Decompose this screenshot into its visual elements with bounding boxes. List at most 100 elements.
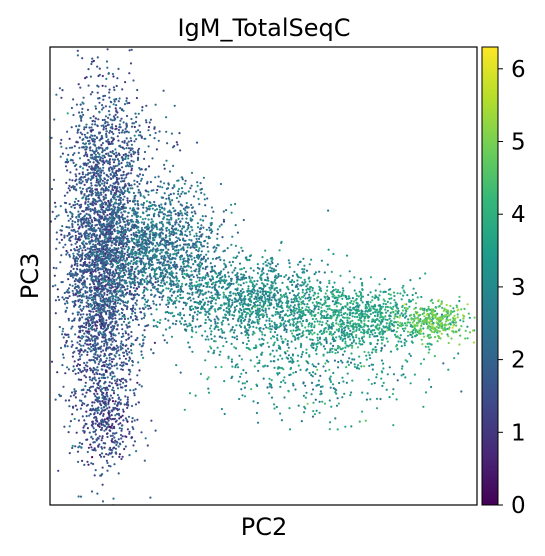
- scatter-point: [133, 277, 136, 280]
- scatter-point: [149, 496, 152, 499]
- scatter-point: [78, 268, 81, 271]
- scatter-point: [182, 290, 185, 293]
- scatter-point: [123, 220, 126, 223]
- scatter-point: [84, 395, 87, 398]
- scatter-point: [195, 141, 199, 144]
- scatter-point: [115, 127, 118, 130]
- scatter-point: [77, 495, 80, 498]
- scatter-point: [168, 277, 172, 280]
- scatter-point: [142, 307, 145, 311]
- scatter-point: [102, 253, 105, 256]
- scatter-point: [118, 239, 121, 242]
- scatter-point: [70, 29, 72, 31]
- scatter-point: [78, 245, 82, 248]
- scatter-point: [87, 265, 90, 268]
- scatter-point: [159, 180, 162, 183]
- scatter-point: [75, 364, 79, 367]
- scatter-point: [207, 275, 210, 278]
- scatter-point: [128, 199, 132, 203]
- scatter-point: [110, 130, 114, 134]
- scatter-point: [198, 300, 202, 303]
- scatter-point: [179, 287, 182, 290]
- scatter-point: [181, 217, 184, 220]
- scatter-point: [154, 429, 157, 432]
- scatter-point: [105, 152, 108, 155]
- scatter-point: [130, 167, 133, 170]
- scatter-point: [219, 182, 222, 186]
- scatter-point: [113, 312, 116, 315]
- scatter-point: [253, 280, 256, 283]
- scatter-point: [169, 261, 172, 264]
- scatter-point: [89, 324, 92, 327]
- scatter-point: [51, 285, 55, 288]
- scatter-point: [200, 250, 203, 253]
- scatter-point: [124, 385, 127, 388]
- scatter-point: [81, 324, 84, 327]
- scatter-point: [143, 294, 146, 297]
- scatter-point: [94, 323, 97, 326]
- scatter-point: [86, 234, 89, 237]
- scatter-point: [124, 245, 128, 248]
- scatter-point: [170, 218, 173, 221]
- scatter-point: [164, 240, 167, 243]
- scatter-point: [82, 388, 85, 391]
- scatter-point: [162, 277, 165, 280]
- scatter-point: [113, 402, 116, 405]
- scatter-point: [73, 368, 76, 371]
- scatter-point: [155, 308, 158, 311]
- scatter-point: [96, 91, 99, 94]
- scatter-point: [94, 321, 97, 324]
- scatter-point: [54, 398, 57, 401]
- scatter-point: [148, 246, 151, 249]
- scatter-point: [127, 267, 130, 270]
- scatter-point: [81, 253, 84, 256]
- scatter-point: [93, 328, 96, 331]
- scatter-point: [74, 230, 77, 234]
- scatter-point: [100, 368, 103, 371]
- scatter-point: [112, 497, 115, 500]
- scatter-point: [95, 247, 98, 250]
- scatter-point: [123, 304, 126, 307]
- scatter-point: [106, 182, 109, 185]
- scatter-point: [131, 214, 134, 217]
- scatter-point: [120, 228, 123, 231]
- scatter-point: [95, 172, 98, 175]
- scatter-point: [286, 309, 289, 312]
- scatter-point: [102, 266, 105, 269]
- scatter-point: [182, 226, 185, 229]
- scatter-point: [266, 315, 269, 318]
- scatter-point: [163, 208, 166, 211]
- scatter-point: [127, 263, 130, 267]
- scatter-point: [84, 242, 87, 245]
- scatter-point: [105, 300, 108, 303]
- scatter-point: [123, 177, 126, 180]
- scatter-point: [106, 365, 109, 369]
- scatter-point: [44, 192, 46, 194]
- scatter-point: [143, 459, 146, 462]
- scatter-point: [84, 342, 87, 345]
- scatter-point: [155, 241, 158, 244]
- scatter-point: [155, 303, 158, 306]
- scatter-point: [82, 215, 86, 218]
- scatter-point: [124, 273, 127, 276]
- scatter-point: [75, 246, 78, 249]
- scatter-point: [227, 271, 230, 274]
- scatter-point: [69, 395, 72, 398]
- scatter-point: [90, 220, 93, 223]
- scatter-point: [206, 257, 210, 260]
- scatter-point: [79, 278, 83, 282]
- scatter-point: [152, 286, 155, 289]
- scatter-point: [134, 289, 137, 293]
- scatter-point: [121, 278, 124, 281]
- scatter-point: [107, 289, 110, 292]
- scatter-point: [80, 288, 83, 291]
- scatter-point: [77, 371, 80, 375]
- scatter-point: [242, 282, 245, 285]
- scatter-point: [88, 376, 91, 379]
- scatter-point: [94, 239, 97, 242]
- scatter-point: [92, 382, 95, 385]
- scatter-point: [84, 258, 87, 261]
- scatter-point: [67, 368, 70, 371]
- scatter-point: [102, 336, 105, 339]
- scatter-point: [128, 321, 131, 324]
